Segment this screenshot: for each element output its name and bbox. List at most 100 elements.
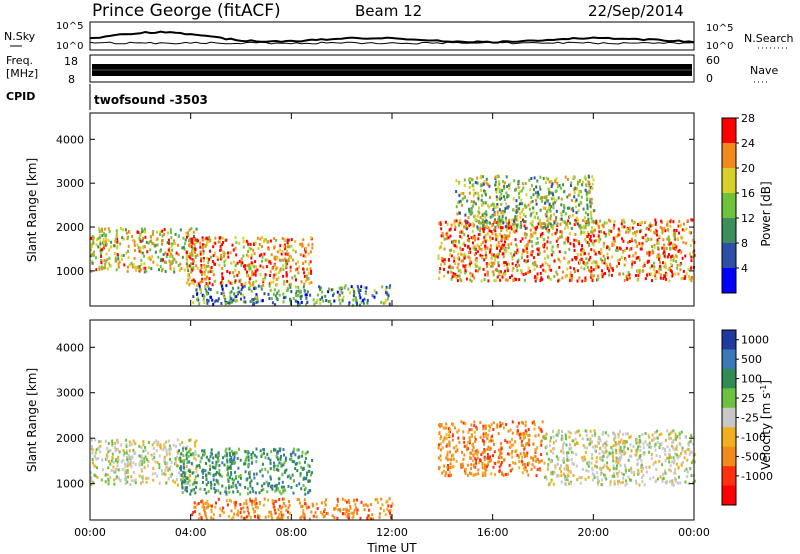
echo-cell [261, 468, 264, 472]
echo-cell [150, 239, 153, 243]
echo-cell [133, 240, 136, 244]
echo-cell [558, 183, 561, 187]
echo-cell [440, 241, 443, 245]
echo-cell [519, 212, 522, 216]
echo-cell [481, 463, 484, 467]
echo-cell [618, 233, 621, 237]
echo-cell [141, 251, 144, 255]
echo-cell [510, 225, 513, 229]
echo-cell [453, 222, 456, 226]
echo-cell [635, 450, 638, 454]
echo-cell [591, 229, 594, 233]
echo-cell [479, 266, 482, 270]
echo-cell [585, 469, 588, 473]
echo-cell [309, 489, 312, 493]
echo-cell [214, 490, 217, 494]
echo-cell [100, 259, 103, 263]
echo-cell [489, 447, 492, 451]
echo-cell [466, 463, 469, 467]
echo-cell [224, 258, 227, 262]
echo-cell [212, 302, 215, 306]
echo-cell [461, 462, 464, 466]
echo-cell [547, 483, 550, 487]
echo-cell [614, 443, 617, 447]
echo-cell [107, 482, 110, 486]
echo-cell [187, 239, 190, 243]
echo-cell [441, 231, 444, 235]
echo-cell [448, 265, 451, 269]
echo-cell [587, 252, 590, 256]
echo-cell [273, 505, 276, 509]
echo-cell [248, 263, 251, 267]
echo-cell [493, 210, 496, 214]
echo-cell [171, 254, 174, 258]
echo-cell [691, 218, 694, 222]
echo-cell [623, 452, 626, 456]
echo-cell [185, 256, 188, 259]
echo-cell [184, 238, 187, 242]
echo-cell [534, 434, 537, 438]
echo-cell [552, 193, 555, 197]
echo-cell [240, 515, 243, 519]
echo-cell [290, 244, 293, 248]
echo-cell [275, 483, 278, 487]
echo-cell [255, 279, 258, 283]
echo-cell [94, 454, 97, 458]
echo-cell [493, 213, 496, 217]
echo-cell [689, 252, 691, 256]
echo-cell [199, 460, 202, 464]
echo-cell [273, 256, 276, 260]
echo-cell [190, 461, 193, 465]
echo-cell [275, 238, 278, 242]
echo-cell [526, 259, 529, 263]
echo-cell [484, 424, 487, 428]
echo-cell [464, 265, 467, 269]
echo-cell [216, 456, 219, 460]
echo-cell [492, 421, 495, 425]
echo-cell [636, 472, 639, 476]
echo-cell [197, 282, 200, 286]
echo-cell [527, 428, 530, 432]
echo-cell [521, 252, 524, 256]
echo-cell [549, 214, 552, 218]
echo-cell [552, 227, 555, 231]
echo-cell [612, 464, 615, 468]
echo-cell [302, 267, 305, 271]
echo-cell [532, 210, 535, 214]
echo-cell [248, 266, 251, 270]
echo-cell [449, 430, 451, 434]
echo-cell [522, 218, 524, 222]
echo-cell [644, 432, 647, 436]
echo-cell [233, 458, 236, 461]
echo-cell [124, 462, 126, 466]
echo-cell [618, 229, 621, 233]
echo-cell [249, 300, 252, 303]
echo-cell [513, 225, 516, 229]
echo-cell [202, 252, 205, 256]
echo-cell [517, 258, 520, 262]
echo-cell [337, 500, 339, 504]
echo-cell [333, 299, 336, 303]
echo-cell [249, 277, 252, 281]
echo-cell [230, 471, 233, 475]
echo-cell [319, 288, 321, 291]
echo-cell [482, 427, 485, 431]
echo-cell [467, 440, 470, 444]
echo-cell [666, 445, 669, 449]
echo-cell [501, 189, 504, 193]
echo-cell [463, 184, 466, 187]
echo-cell [673, 236, 676, 240]
echo-cell [560, 480, 563, 484]
echo-cell [199, 270, 202, 274]
echo-cell [532, 442, 535, 446]
echo-cell [478, 245, 481, 249]
echo-cell [586, 462, 589, 466]
echo-cell [206, 298, 209, 302]
echo-cell [371, 294, 374, 298]
echo-cell [664, 229, 667, 233]
echo-cell [272, 280, 275, 284]
echo-cell [511, 431, 514, 435]
echo-cell [622, 441, 625, 444]
echo-cell [589, 204, 592, 208]
echo-cell [473, 430, 476, 434]
